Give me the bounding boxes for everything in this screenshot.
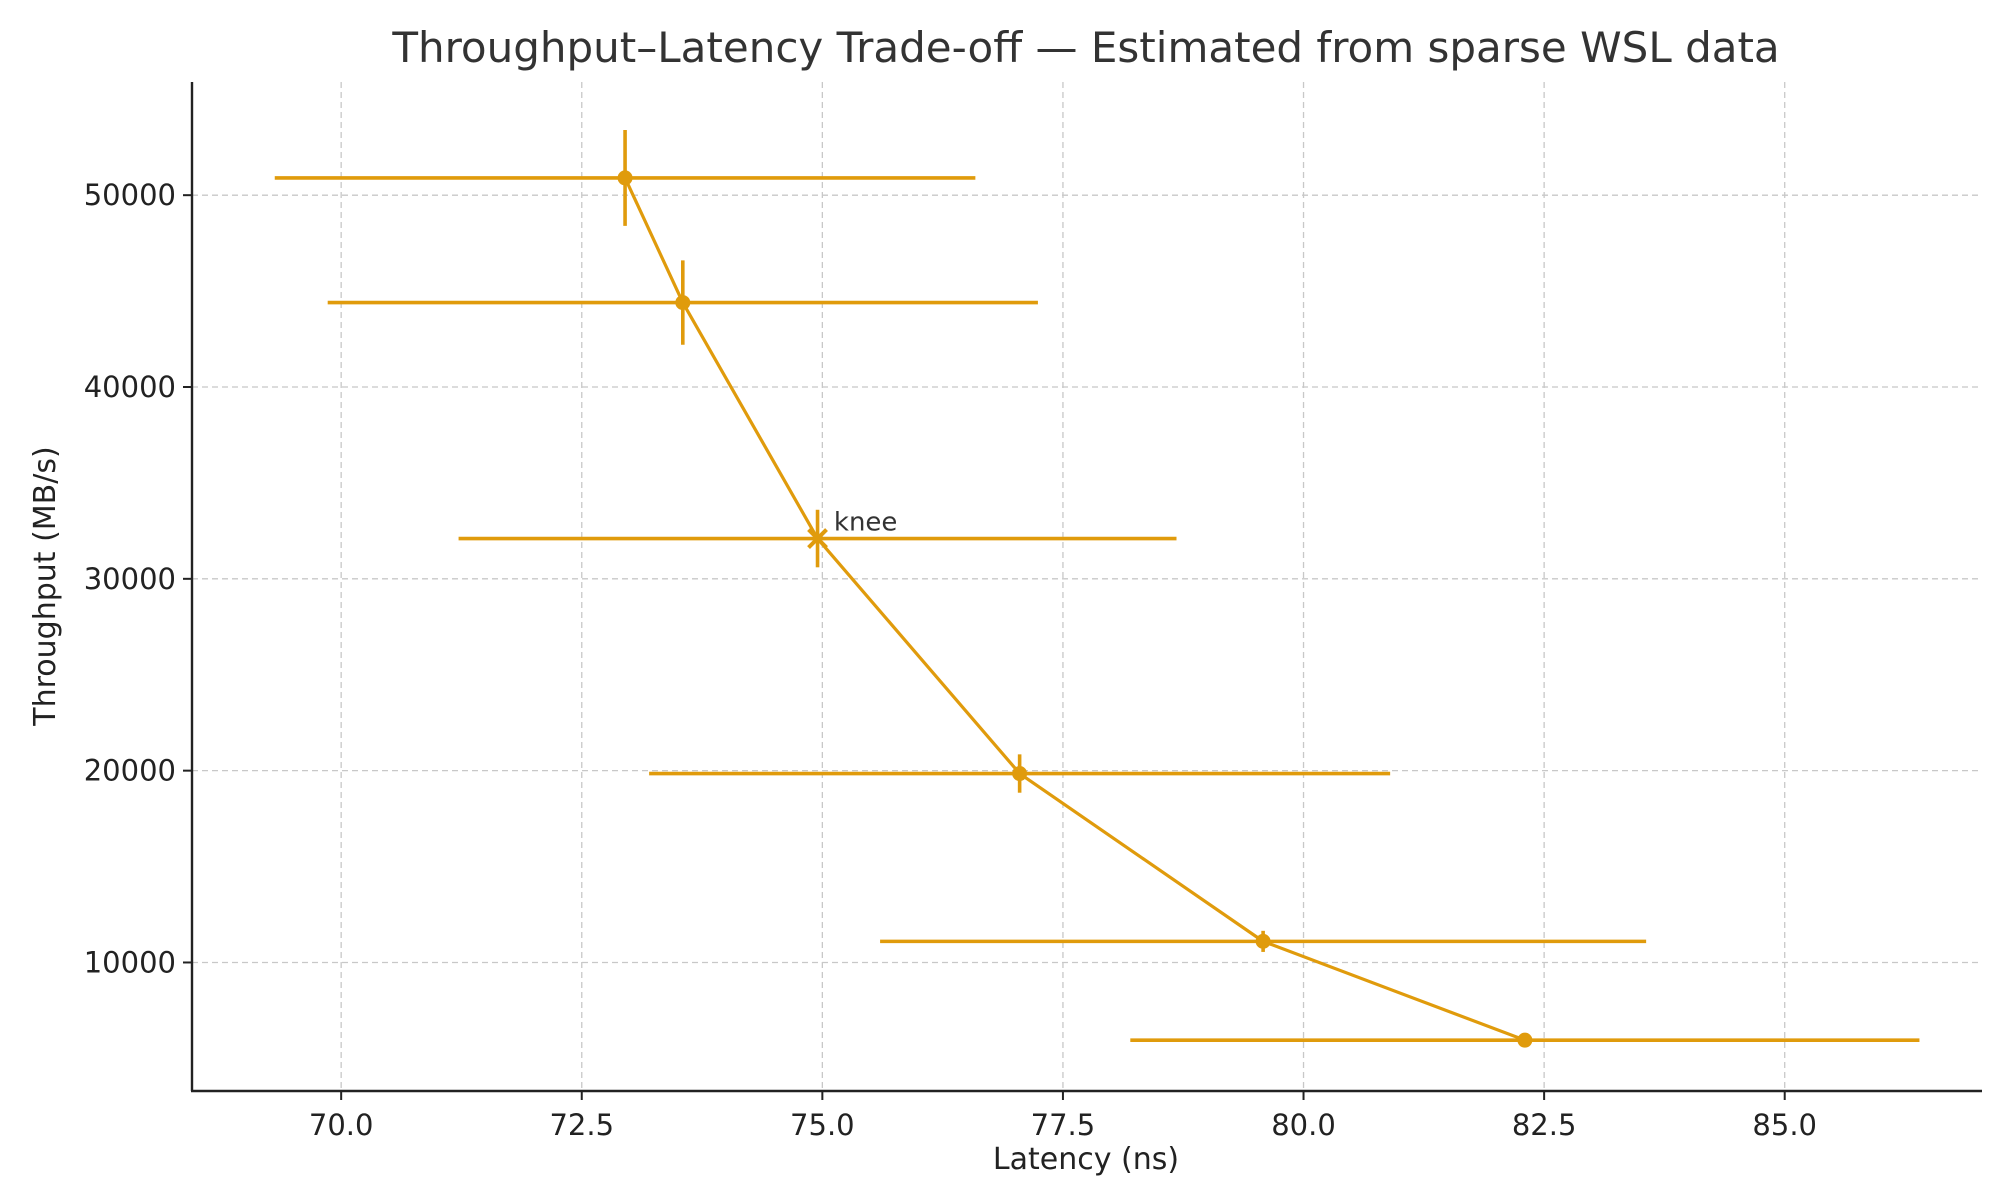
y-tick-label: 30000 xyxy=(84,562,176,596)
data-point xyxy=(675,295,691,311)
y-tick-label: 10000 xyxy=(84,945,176,979)
y-tick-label: 50000 xyxy=(84,178,176,212)
y-tick-label: 40000 xyxy=(84,370,176,404)
data-point xyxy=(1255,933,1271,949)
axes xyxy=(190,82,1982,1093)
data-point xyxy=(1012,766,1028,782)
annotation-label: knee xyxy=(834,507,898,537)
data-point xyxy=(617,170,633,186)
chart-title: Throughput–Latency Trade-off — Estimated… xyxy=(391,23,1779,72)
x-tick-label: 80.0 xyxy=(1271,1108,1336,1142)
data-point xyxy=(1517,1032,1533,1048)
x-axis-label: Latency (ns) xyxy=(993,1142,1179,1177)
x-tick-label: 85.0 xyxy=(1752,1108,1817,1142)
y-tick-label: 20000 xyxy=(84,754,176,788)
annotations: knee xyxy=(834,507,898,537)
x-tick-label: 70.0 xyxy=(309,1108,374,1142)
x-tick-label: 82.5 xyxy=(1512,1108,1577,1142)
x-marker-stroke xyxy=(807,528,828,549)
data-point-x-marker xyxy=(807,528,828,549)
y-axis-label: Throughput (MB/s) xyxy=(28,446,63,726)
x-tick-label: 75.0 xyxy=(790,1108,855,1142)
grid-lines xyxy=(192,82,1982,1091)
x-tick-label: 72.5 xyxy=(549,1108,614,1142)
data-series xyxy=(274,129,1920,1048)
series-line xyxy=(623,177,1526,1042)
ticks: 70.0 72.5 75.0 77.5 80.0 82.5 85.0 10000 20000 30… xyxy=(84,178,1817,1142)
x-tick-label: 77.5 xyxy=(1031,1108,1096,1142)
